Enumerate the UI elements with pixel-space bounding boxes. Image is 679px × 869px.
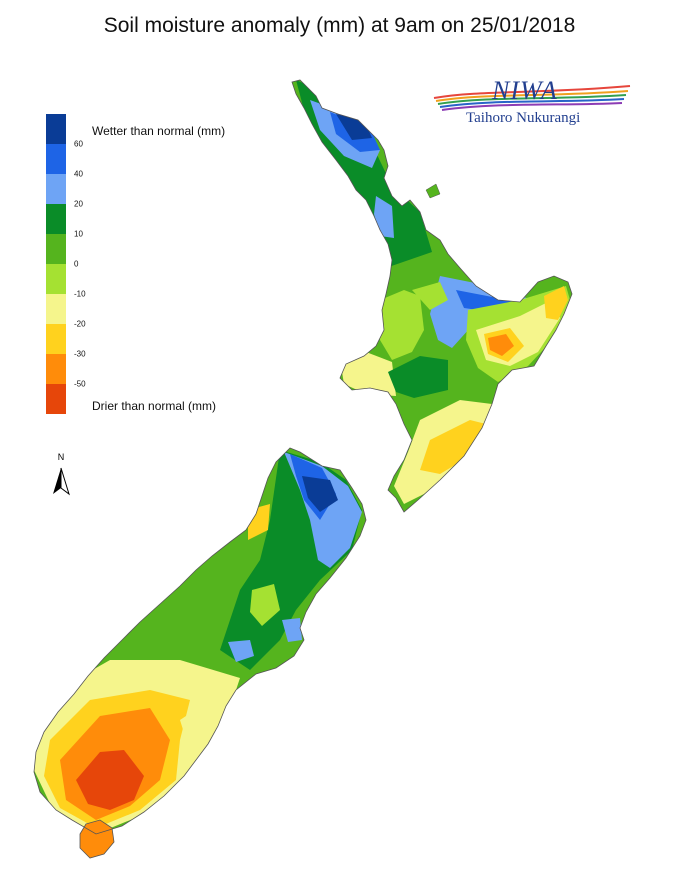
legend-tick-label: 10 [74, 229, 83, 239]
legend-swatch [46, 294, 66, 324]
legend: Wetter than normal (mm) Drier than norma… [46, 114, 306, 419]
legend-swatch [46, 384, 66, 414]
legend-swatch [46, 174, 66, 204]
great-barrier-island [425, 183, 441, 199]
legend-tick-label: -50 [74, 379, 86, 389]
logo-subtitle: Taihoro Nukurangi [466, 110, 581, 126]
legend-tick-label: -20 [74, 319, 86, 329]
niwa-logo: NIWA Taihoro Nukurangi [430, 72, 640, 142]
south-island-coastline [33, 447, 367, 835]
legend-swatch [46, 204, 66, 234]
legend-swatch [46, 264, 66, 294]
legend-wetter-label: Wetter than normal (mm) [92, 124, 226, 138]
north-label: N [57, 452, 65, 462]
stewart-island-coastline [79, 819, 115, 859]
legend-tick-label: 20 [74, 199, 83, 209]
legend-swatch [46, 354, 66, 384]
legend-swatch [46, 114, 66, 144]
legend-drier-label: Drier than normal (mm) [92, 399, 217, 413]
logo-name: NIWA [492, 76, 558, 105]
map-title: Soil moisture anomaly (mm) at 9am on 25/… [103, 14, 576, 37]
south-island [34, 448, 366, 834]
north-arrow: N [52, 452, 70, 498]
legend-tick-label: -30 [74, 349, 86, 359]
north-island [292, 80, 572, 512]
legend-tick-label: 60 [74, 139, 83, 149]
north-arrow-icon [53, 467, 70, 496]
north-island-coastline [291, 79, 573, 513]
logo-swoosh-icon [433, 85, 631, 111]
legend-tick-label: -10 [74, 289, 86, 299]
legend-swatch [46, 234, 66, 264]
legend-swatch [46, 144, 66, 174]
legend-tick-label: 0 [74, 259, 79, 269]
legend-tick-label: 40 [74, 169, 83, 179]
legend-swatch [46, 324, 66, 354]
